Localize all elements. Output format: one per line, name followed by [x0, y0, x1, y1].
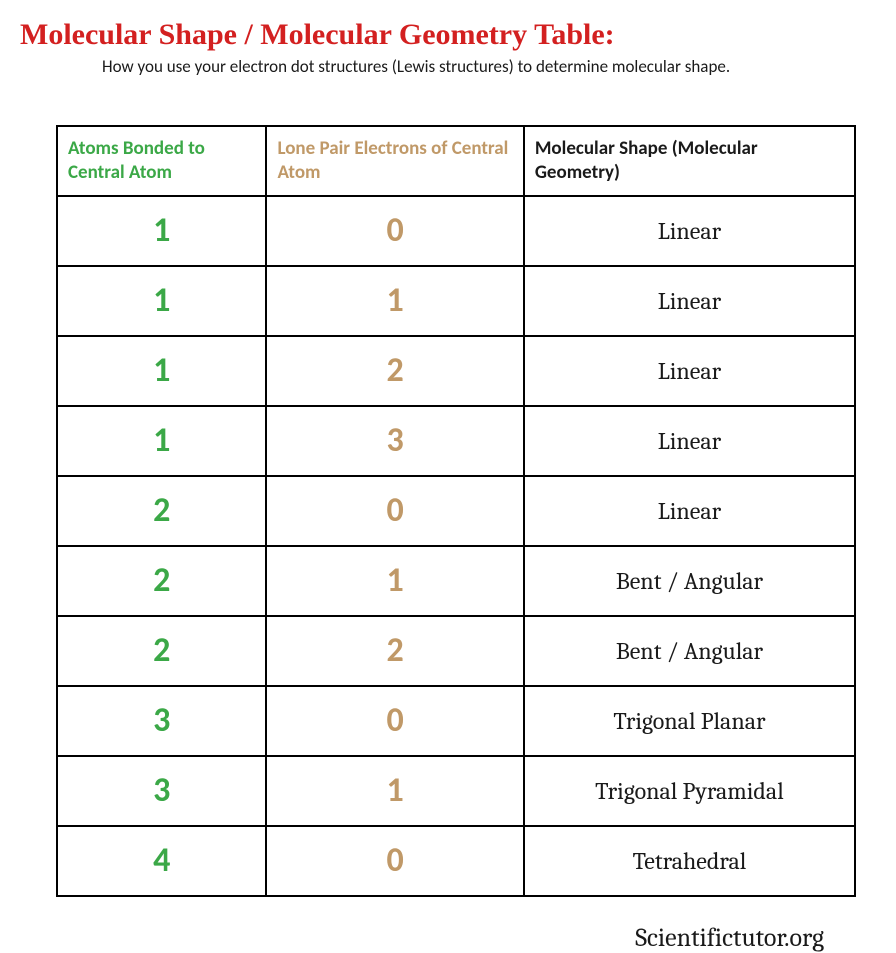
cell-lone: 1 — [266, 266, 523, 336]
table-row: 3 1 Trigonal Pyramidal — [57, 756, 855, 826]
cell-atoms: 1 — [57, 406, 266, 476]
cell-shape: Bent / Angular — [524, 546, 855, 616]
molecular-geometry-table: Atoms Bonded to Central Atom Lone Pair E… — [56, 125, 856, 897]
cell-lone: 2 — [266, 336, 523, 406]
cell-lone: 1 — [266, 756, 523, 826]
cell-lone: 1 — [266, 546, 523, 616]
cell-shape: Linear — [524, 336, 855, 406]
table-row: 1 0 Linear — [57, 196, 855, 266]
cell-lone: 3 — [266, 406, 523, 476]
cell-atoms: 2 — [57, 616, 266, 686]
cell-shape: Bent / Angular — [524, 616, 855, 686]
cell-shape: Linear — [524, 266, 855, 336]
cell-shape: Tetrahedral — [524, 826, 855, 896]
attribution-text: Scientifictutor.org — [20, 923, 824, 953]
cell-atoms: 3 — [57, 756, 266, 826]
column-header-lone-pairs: Lone Pair Electrons of Central Atom — [266, 126, 523, 196]
table-row: 2 1 Bent / Angular — [57, 546, 855, 616]
page-title: Molecular Shape / Molecular Geometry Tab… — [20, 18, 876, 52]
table-row: 4 0 Tetrahedral — [57, 826, 855, 896]
cell-atoms: 1 — [57, 266, 266, 336]
cell-shape: Linear — [524, 476, 855, 546]
table-row: 1 3 Linear — [57, 406, 855, 476]
cell-shape: Linear — [524, 406, 855, 476]
cell-lone: 0 — [266, 476, 523, 546]
cell-lone: 0 — [266, 686, 523, 756]
table-row: 1 2 Linear — [57, 336, 855, 406]
cell-atoms: 1 — [57, 196, 266, 266]
cell-atoms: 3 — [57, 686, 266, 756]
cell-shape: Linear — [524, 196, 855, 266]
table-row: 2 0 Linear — [57, 476, 855, 546]
table-header-row: Atoms Bonded to Central Atom Lone Pair E… — [57, 126, 855, 196]
cell-shape: Trigonal Planar — [524, 686, 855, 756]
cell-lone: 0 — [266, 826, 523, 896]
cell-atoms: 4 — [57, 826, 266, 896]
table-row: 1 1 Linear — [57, 266, 855, 336]
cell-atoms: 2 — [57, 546, 266, 616]
cell-shape: Trigonal Pyramidal — [524, 756, 855, 826]
column-header-shape: Molecular Shape (Molecular Geometry) — [524, 126, 855, 196]
table-row: 2 2 Bent / Angular — [57, 616, 855, 686]
page-subtitle: How you use your electron dot structures… — [102, 56, 876, 77]
table-row: 3 0 Trigonal Planar — [57, 686, 855, 756]
column-header-atoms: Atoms Bonded to Central Atom — [57, 126, 266, 196]
cell-lone: 0 — [266, 196, 523, 266]
cell-atoms: 2 — [57, 476, 266, 546]
cell-lone: 2 — [266, 616, 523, 686]
cell-atoms: 1 — [57, 336, 266, 406]
